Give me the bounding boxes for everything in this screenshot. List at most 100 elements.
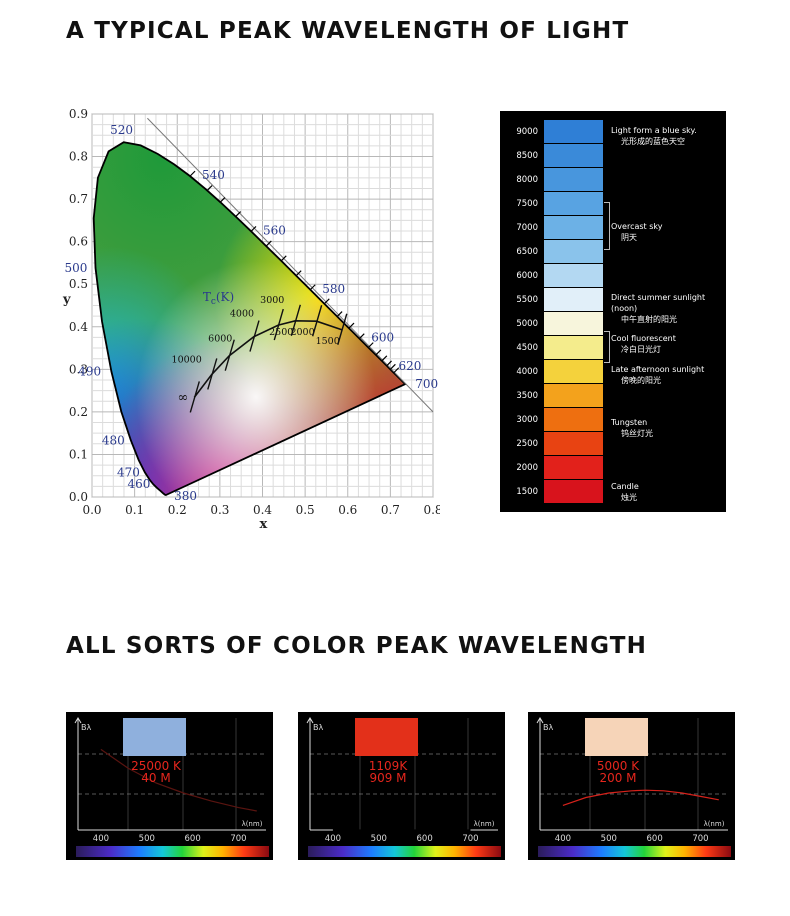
peak-wavelength: 200 M (599, 771, 637, 785)
cct-annotation: Direct summer sunlight (noon) 中午直射的阳光 (611, 292, 705, 325)
kelvin-label-7500: 7500 (516, 199, 538, 209)
isotherm-2000 (311, 305, 323, 337)
annotation-zh: 钨丝灯光 (621, 429, 653, 438)
cct-annotation: Tungsten 钨丝灯光 (611, 417, 653, 439)
kelvin-label-7000: 7000 (516, 223, 538, 233)
locus-tick (250, 226, 257, 232)
cct-label-3000: 3000 (260, 295, 284, 306)
x-tick-label: 400 (93, 834, 109, 844)
locus-tick (189, 170, 196, 177)
x-tick-label: 0.2 (168, 503, 187, 517)
locus-wavelength-ticks (189, 170, 400, 374)
y-axis-label: Bλ (313, 723, 323, 732)
cct-annotation: Candle 烛光 (611, 481, 639, 503)
spectrum-strip (308, 846, 501, 857)
swatch-2000 (544, 456, 603, 479)
cct-label-10000: 10000 (172, 354, 202, 365)
swatch-5000 (544, 312, 603, 335)
swatch-8000 (544, 168, 603, 191)
spectrum-curve (100, 748, 257, 812)
bracket (604, 202, 610, 250)
y-tick-label: 0.6 (69, 235, 88, 249)
annotation-en: Tungsten (611, 418, 648, 427)
swatch-9000 (544, 120, 603, 143)
annotation-zh: 光形成的蓝色天空 (621, 137, 685, 146)
y-tick-label: 0.1 (69, 447, 88, 461)
x-tick-label: 0.0 (82, 503, 101, 517)
swatch-5500 (544, 288, 603, 311)
spectral-locus (92, 141, 407, 496)
spectrum-plot-25000k: Bλ λ(nm) 400 500 600 700 25000 K 40 M (66, 712, 273, 860)
locus-tick (206, 185, 213, 192)
color-sample (123, 718, 186, 756)
temperature-peak-label: 5000 K 200 M (568, 760, 668, 784)
isotherm-2500 (290, 304, 301, 337)
locus-tick (336, 311, 343, 317)
x-tick-label: 600 (647, 834, 663, 844)
kelvin-label-5500: 5500 (516, 295, 538, 305)
kelvin-label-4500: 4500 (516, 343, 538, 353)
cct-annotation: Late afternoon sunlight 傍晚的阳光 (611, 364, 704, 386)
x-axis-label: λ(nm) (704, 820, 725, 828)
locus-tick (381, 355, 388, 362)
wavelength-label-490: 490 (78, 364, 101, 378)
kelvin-label-8000: 8000 (516, 175, 538, 185)
y-tick-label: 0.9 (69, 107, 88, 121)
temperature-peak-label: 1109K 909 M (338, 760, 438, 784)
kelvin-label-9000: 9000 (516, 127, 538, 137)
color-temperature: 1109K (368, 759, 408, 773)
cie-chromaticity-diagram: 0.0 0.1 0.2 0.3 0.4 0.5 0.6 0.7 0.8 0.0 0.1 0.2 0.3 0… (62, 107, 440, 532)
y-tick-label: 0.0 (69, 490, 88, 504)
x-tick-label: 0.7 (381, 503, 400, 517)
annotation-en: Direct summer sunlight (611, 293, 706, 302)
color-temperature: 25000 K (131, 759, 181, 773)
swatch-6500 (544, 240, 603, 263)
kelvin-label-5000: 5000 (516, 319, 538, 329)
isotherm-∞ (189, 381, 200, 413)
y-axis-arrow (536, 717, 544, 724)
annotation-en: Late afternoon sunlight (611, 365, 705, 374)
color-temperature: 5000 K (596, 759, 640, 773)
cct-label-∞: ∞ (177, 390, 188, 405)
tc-label: Tc(K) (203, 290, 234, 307)
x-tick-label: 0.8 (423, 503, 440, 517)
wavelength-label-520: 520 (110, 123, 133, 137)
isotherm-6000 (224, 339, 235, 371)
spectrum-plot-1109k: Bλ λ(nm) 400 500 600 700 1109K 909 M (298, 712, 505, 860)
locus-tick (265, 240, 272, 247)
wavelength-label-700: 700 (415, 377, 438, 391)
x-tick-label: 0.5 (296, 503, 315, 517)
x-tick-label: 600 (185, 834, 201, 844)
y-axis-arrow (306, 717, 314, 724)
x-tick-label: 0.1 (125, 503, 144, 517)
y-tick-label: 0.3 (69, 362, 88, 376)
swatch-8500 (544, 144, 603, 167)
axis-tick-labels: 0.0 0.1 0.2 0.3 0.4 0.5 0.6 0.7 0.8 0.0 0.1 0.2 0.3 0… (69, 107, 440, 517)
planckian-curve (193, 319, 343, 398)
kelvin-label-6000: 6000 (516, 271, 538, 281)
y-tick-label: 0.8 (69, 150, 88, 164)
annotation-zh: 中午直射的阳光 (621, 315, 677, 324)
peak-wavelength: 40 M (141, 771, 171, 785)
swatch-7500 (544, 192, 603, 215)
y-axis-arrow (74, 717, 82, 724)
kelvin-label-2500: 2500 (516, 439, 538, 449)
heading-peak-wavelength: A TYPICAL PEAK WAVELENGTH OF LIGHT (66, 18, 630, 44)
cct-label-4000: 4000 (230, 309, 254, 320)
locus-tick (235, 211, 242, 217)
annotation-en: Light form a blue sky. (611, 126, 697, 135)
wavelength-label-580: 580 (322, 282, 345, 296)
spectrum-canvas: Bλ λ(nm) 400 500 600 700 (306, 717, 501, 857)
kelvin-label-6500: 6500 (516, 247, 538, 257)
y-axis-label: Bλ (81, 723, 91, 732)
isotherm-4000 (249, 320, 260, 352)
x-tick-label: 700 (230, 834, 246, 844)
locus-tick (280, 255, 287, 262)
wavelength-label-480: 480 (102, 433, 125, 447)
locus-tick (323, 298, 330, 305)
x-axis-label: x (260, 517, 268, 532)
swatch-3000 (544, 408, 603, 431)
kelvin-label-8500: 8500 (516, 151, 538, 161)
isotherm-1500 (337, 313, 348, 345)
